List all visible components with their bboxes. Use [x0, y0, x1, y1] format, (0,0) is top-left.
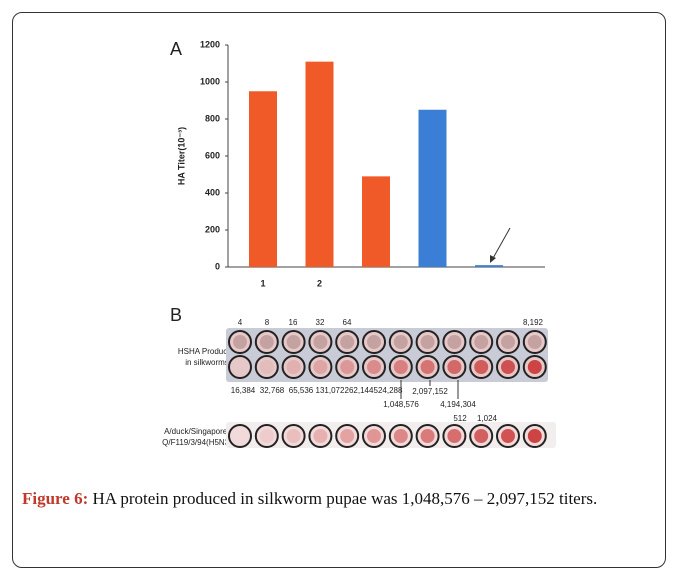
caption: Figure 6: HA protein produced in silkwor…: [22, 486, 652, 512]
y-tick-label: 600: [205, 150, 220, 160]
well-inner: [313, 360, 328, 374]
caption-text: HA protein produced in silkworm pupae wa…: [92, 489, 598, 508]
well-inner: [259, 360, 274, 374]
titer-label: 16: [289, 318, 298, 327]
y-tick-label: 800: [205, 113, 220, 123]
well-inner: [393, 335, 408, 349]
well-inner: [447, 335, 462, 349]
well: [335, 355, 360, 379]
well: [281, 355, 306, 379]
well: [254, 355, 279, 379]
well-inner: [474, 429, 489, 443]
row-label: Q/F119/3/94(H5N3): [162, 438, 232, 447]
well: [228, 424, 252, 448]
well-inner: [286, 335, 301, 349]
well-inner: [367, 335, 381, 349]
titer-label: 4: [238, 318, 243, 327]
plate: [226, 328, 548, 382]
titer-label: 262,144: [345, 386, 374, 395]
well-inner: [340, 429, 355, 443]
y-tick-label: 0: [215, 261, 220, 271]
titer-label: 65,536: [289, 386, 314, 395]
well-inner: [447, 429, 462, 443]
well-inner: [501, 429, 515, 443]
titer-label: 16,384: [231, 386, 256, 395]
y-tick-label: 1200: [200, 39, 220, 49]
well-inner: [259, 429, 274, 443]
well-inner: [367, 360, 381, 374]
well-inner: [286, 360, 301, 374]
titer-label: 524,288: [374, 386, 403, 395]
well-inner: [474, 335, 489, 349]
y-tick-label: 400: [205, 187, 220, 197]
titer-label: 32,768: [260, 386, 285, 395]
well: [335, 424, 360, 448]
well-inner: [501, 335, 515, 349]
well: [362, 355, 386, 379]
well-inner: [393, 429, 408, 443]
row-label: A/duck/Singapore-: [164, 427, 230, 436]
titer-label: 8,192: [523, 318, 544, 327]
row-label: HSHA Produced: [178, 347, 236, 356]
titer-label: 1,024: [477, 414, 498, 423]
well-inner: [340, 360, 355, 374]
y-tick-label: 200: [205, 224, 220, 234]
well: [254, 424, 279, 448]
bar: [362, 176, 390, 267]
well-inner: [527, 360, 542, 374]
titer-label: 64: [343, 318, 352, 327]
y-axis-label: HA Titer(10⁻³): [176, 127, 186, 185]
well-inner: [233, 335, 247, 349]
x-tick-label: 2: [317, 278, 322, 288]
well: [228, 355, 252, 379]
well-inner: [340, 335, 355, 349]
titer-label: 8: [265, 318, 270, 327]
bar: [418, 109, 447, 267]
well: [308, 424, 333, 448]
titer-label: 4,194,304: [440, 400, 476, 409]
bar: [249, 91, 277, 267]
well-inner: [527, 335, 542, 349]
figure-frame: [12, 12, 666, 568]
bar: [475, 265, 503, 267]
well-inner: [527, 429, 542, 443]
well-inner: [367, 429, 381, 443]
titer-label: 131,072: [316, 386, 345, 395]
y-tick-label: 1000: [200, 76, 220, 86]
well-inner: [420, 335, 435, 349]
well: [362, 424, 386, 448]
well-inner: [313, 429, 328, 443]
well-inner: [313, 335, 328, 349]
well-inner: [259, 335, 274, 349]
well-inner: [501, 360, 515, 374]
titer-label: 2,097,152: [412, 387, 448, 396]
bar: [305, 61, 334, 268]
caption-label: Figure 6:: [22, 489, 89, 508]
row-label: in silkworms: [185, 358, 229, 367]
well-inner: [420, 429, 435, 443]
well-inner: [286, 429, 301, 443]
x-tick-label: 1: [260, 278, 265, 288]
panel-label: B: [170, 305, 182, 325]
titer-label: 1,048,576: [383, 400, 419, 409]
well-inner: [393, 360, 408, 374]
arrow-head: [490, 255, 496, 263]
well-inner: [447, 360, 462, 374]
well: [281, 424, 306, 448]
titer-label: 512: [453, 414, 467, 423]
arrow: [491, 227, 511, 261]
titer-label: 32: [316, 318, 325, 327]
panel-label: A: [170, 39, 182, 59]
well: [308, 355, 333, 379]
well-inner: [474, 360, 489, 374]
well-inner: [420, 360, 435, 374]
